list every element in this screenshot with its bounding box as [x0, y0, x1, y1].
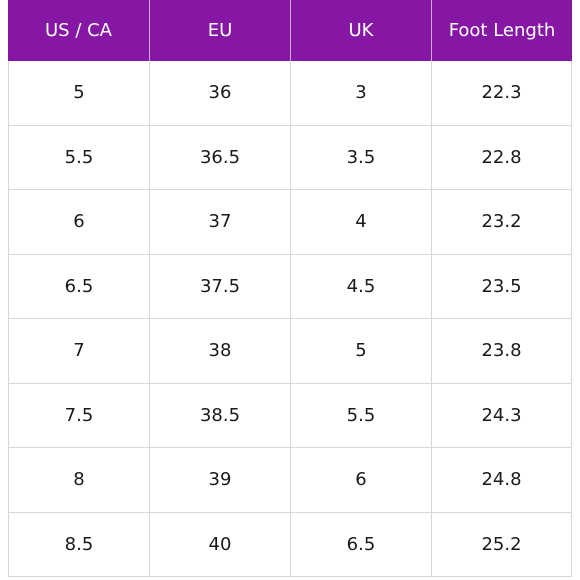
table-row: 6.5 37.5 4.5 23.5 [8, 254, 572, 319]
cell-us-ca: 6.5 [8, 254, 149, 318]
cell-uk: 6 [290, 448, 431, 512]
table-row: 8 39 6 24.8 [8, 448, 572, 513]
cell-foot-length: 22.3 [431, 61, 572, 125]
cell-eu: 38.5 [149, 383, 290, 447]
cell-us-ca: 5 [8, 61, 149, 125]
cell-foot-length: 23.5 [431, 254, 572, 318]
table-row: 6 37 4 23.2 [8, 190, 572, 255]
cell-eu: 39 [149, 448, 290, 512]
cell-us-ca: 8.5 [8, 512, 149, 576]
cell-foot-length: 25.2 [431, 512, 572, 576]
column-header-us-ca: US / CA [45, 20, 112, 41]
cell-uk: 4.5 [290, 254, 431, 318]
cell-eu: 37 [149, 190, 290, 254]
cell-uk: 5 [290, 319, 431, 383]
table-row: 5 36 3 22.3 [8, 61, 572, 126]
cell-foot-length: 24.3 [431, 383, 572, 447]
cell-foot-length: 23.8 [431, 319, 572, 383]
cell-foot-length: 22.8 [431, 125, 572, 189]
cell-us-ca: 5.5 [8, 125, 149, 189]
cell-eu: 36.5 [149, 125, 290, 189]
cell-foot-length: 23.2 [431, 190, 572, 254]
cell-eu: 38 [149, 319, 290, 383]
size-chart-table: US / CA EU UK Foot Length 5 36 3 22.3 5.… [8, 0, 572, 580]
table-header-row: US / CA EU UK Foot Length [8, 0, 572, 61]
cell-eu: 37.5 [149, 254, 290, 318]
table-row: 7 38 5 23.8 [8, 319, 572, 384]
cell-us-ca: 6 [8, 190, 149, 254]
table-row: 8.5 40 6.5 25.2 [8, 512, 572, 577]
cell-uk: 6.5 [290, 512, 431, 576]
cell-eu: 40 [149, 512, 290, 576]
cell-uk: 3.5 [290, 125, 431, 189]
column-header-eu: EU [149, 0, 290, 61]
table-row: 7.5 38.5 5.5 24.3 [8, 383, 572, 448]
cell-uk: 5.5 [290, 383, 431, 447]
cell-eu: 36 [149, 61, 290, 125]
cell-foot-length: 24.8 [431, 448, 572, 512]
cell-us-ca: 7.5 [8, 383, 149, 447]
cell-us-ca: 8 [8, 448, 149, 512]
column-header-foot-length: Foot Length [431, 0, 572, 61]
column-header-uk: UK [290, 0, 431, 61]
table-row: 5.5 36.5 3.5 22.8 [8, 125, 572, 190]
cell-uk: 4 [290, 190, 431, 254]
table-body: 5 36 3 22.3 5.5 36.5 3.5 22.8 6 37 4 23.… [8, 61, 572, 577]
cell-uk: 3 [290, 61, 431, 125]
cell-us-ca: 7 [8, 319, 149, 383]
